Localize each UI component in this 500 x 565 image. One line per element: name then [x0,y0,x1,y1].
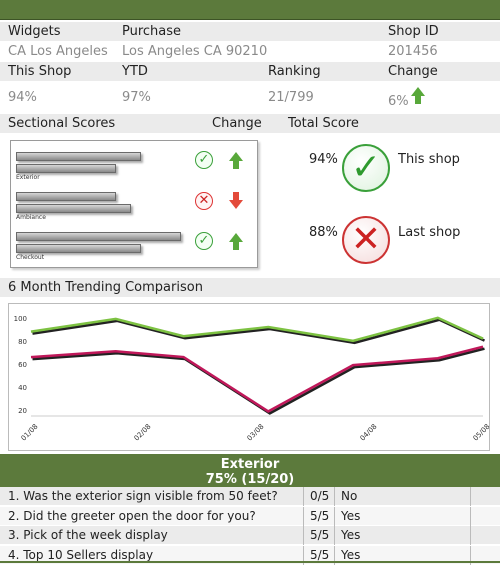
exterior-check-icon: ✓ [195,151,213,169]
column-divider [303,526,304,545]
exterior-bar [16,152,141,161]
question-answer: Yes [341,508,361,523]
column-divider [303,487,304,506]
x-tick-label: 04/08 [359,423,379,443]
question-row: 3. Pick of the week display 5/5 Yes [0,526,500,545]
series-1-line [30,345,484,413]
ambiance-bar [16,192,116,201]
y-tick-label: 20 [18,407,27,415]
column-divider [334,545,335,565]
column-divider [334,506,335,526]
column-divider [470,487,471,506]
column-divider [303,506,304,526]
column-divider [334,526,335,545]
trend-header-row: 6 Month Trending Comparison [0,278,500,298]
this-shop-label: This Shop [8,64,72,79]
x-tick-label: 01/08 [20,423,40,443]
trend-chart-box: 20 40 60 80 100 01/08 02/08 03/08 04/08 05/08 [8,303,492,451]
purchase-label: Purchase [122,24,182,39]
this-shop-caption: This shop [398,152,460,167]
checkout-check-icon: ✓ [195,232,213,250]
this-shop-percent: 94% [309,152,338,167]
ranking-value: 21/799 [268,90,314,105]
column-divider [470,526,471,545]
checkout-bar [16,232,181,241]
section-score: 75% (15/20) [205,472,295,487]
stats-value-row: 94% 97% 21/799 6% [0,82,500,114]
column-divider [470,545,471,565]
sectional-change-label: Change [212,116,262,131]
top-banner [0,0,500,20]
total-score-label: Total Score [288,116,359,131]
change-value: 6% [388,94,409,109]
sectional-header-row: Sectional Scores Change Total Score [0,114,500,134]
y-tick-label: 100 [14,315,27,323]
last-shop-caption: Last shop [398,225,461,240]
question-score: 5/5 [310,528,330,542]
question-answer: Yes [341,528,361,542]
widgets-value: CA Los Angeles [8,44,108,59]
x-tick-label: 03/08 [246,423,266,443]
question-row: 2. Did the greeter open the door for you… [0,506,500,526]
y-tick-label: 60 [18,361,27,369]
question-answer: Yes [341,547,361,562]
ambiance-bar-back [16,204,131,213]
series-0-line [30,316,484,343]
checkout-bar-label: Checkout [16,254,45,261]
x-tick-label: 05/08 [472,423,489,443]
question-answer: No [341,489,358,503]
stats-label-row: This Shop YTD Ranking Change [0,62,500,82]
ambiance-bar-label: Ambiance [16,214,46,221]
section-header: Exterior 75% (15/20) [0,454,500,488]
last-shop-percent: 88% [309,225,338,240]
y-tick-label: 80 [18,338,27,346]
y-tick-label: 40 [18,384,27,392]
column-divider [303,545,304,565]
ranking-label: Ranking [268,64,321,79]
question-text: 1. Was the exterior sign visible from 50… [8,489,278,503]
x-tick-label: 02/08 [133,423,153,443]
trend-title: 6 Month Trending Comparison [8,280,203,295]
sectional-scores-title: Sectional Scores [8,116,116,131]
shop-id-value: 201456 [388,44,438,59]
question-text: 2. Did the greeter open the door for you… [8,508,256,523]
header-value-row: CA Los Angeles Los Angeles CA 90210 2014… [0,42,500,62]
shop-id-label: Shop ID [388,24,439,39]
ambiance-x-icon: ✕ [195,192,213,210]
ytd-value: 97% [122,90,151,105]
series-1-shadow-line [32,347,485,415]
sectional-scores-panel: Exterior ✓ Ambiance ✕ Checkout ✓ [10,140,258,268]
bottom-bar [0,561,500,563]
purchase-value: Los Angeles CA 90210 [122,44,268,59]
question-row: 4. Top 10 Sellers display 5/5 Yes [0,545,500,565]
last-shop-x-icon: ✕ [342,216,390,264]
checkout-bar-back [16,244,141,253]
exterior-bar-back [16,164,116,173]
question-text: 4. Top 10 Sellers display [8,547,154,562]
header-label-row: Widgets Purchase Shop ID [0,22,500,42]
ytd-label: YTD [122,64,148,79]
this-shop-check-icon: ✓ [342,144,390,192]
change-label: Change [388,64,438,79]
widgets-label: Widgets [8,24,61,39]
column-divider [470,506,471,526]
exterior-bar-label: Exterior [16,174,40,181]
trend-chart: 20 40 60 80 100 01/08 02/08 03/08 04/08 05/08 [14,315,492,443]
section-title: Exterior [220,457,280,472]
question-text: 3. Pick of the week display [8,528,168,542]
question-row: 1. Was the exterior sign visible from 50… [0,487,500,506]
question-score: 0/5 [310,489,330,503]
this-shop-value: 94% [8,90,37,105]
question-score: 5/5 [310,508,330,523]
column-divider [334,487,335,506]
question-score: 5/5 [310,547,330,562]
